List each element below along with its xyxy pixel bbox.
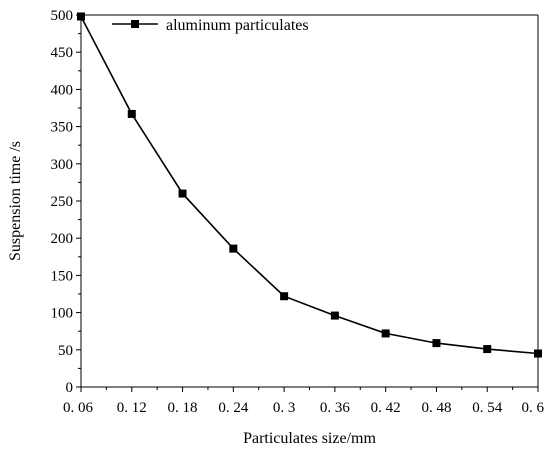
x-tick-label: 0. 36 <box>320 400 351 416</box>
y-axis-label: Suspension time /s <box>7 141 24 261</box>
y-tick-label: 200 <box>51 231 74 247</box>
data-point <box>229 244 238 253</box>
data-point <box>178 189 187 198</box>
legend-marker-square <box>131 20 139 28</box>
data-point <box>432 339 441 348</box>
legend-entry-label: aluminum particulates <box>166 17 309 34</box>
series-line <box>80 16 539 355</box>
y-tick-label: 0 <box>66 380 74 396</box>
data-point <box>127 109 136 118</box>
y-tick-label: 350 <box>51 120 74 136</box>
plot-area <box>80 14 539 388</box>
x-tick-label: 0. 06 <box>63 400 94 416</box>
legend: aluminum particulates <box>112 17 309 34</box>
x-tick-label: 0. 54 <box>472 400 503 416</box>
y-tick-label: 300 <box>51 157 74 173</box>
y-tick-label: 400 <box>51 82 74 98</box>
y-tick-label: 500 <box>51 8 74 24</box>
y-tick-label: 100 <box>51 306 74 322</box>
data-point <box>483 345 492 354</box>
x-tick-label: 0. 12 <box>117 400 147 416</box>
x-axis-label: Particulates size/mm <box>243 430 376 447</box>
y-tick-label: 250 <box>51 194 74 210</box>
y-tick-label: 50 <box>58 343 73 359</box>
series-layer <box>77 12 542 358</box>
x-tick-label: 0. 42 <box>371 400 401 416</box>
data-point <box>280 292 289 301</box>
y-tick-label: 450 <box>51 45 74 61</box>
y-tick-label: 150 <box>51 268 74 284</box>
data-point <box>534 349 542 358</box>
y-axis-ticks: 0 50 100 150 200 250 300 350 400 450 500 <box>51 8 81 396</box>
data-point <box>330 311 339 320</box>
x-tick-label: 0. 18 <box>168 400 198 416</box>
x-axis-ticks: 0. 06 0. 12 0. 18 0. 24 0. 3 0. 36 0. 42 0. 48 0… <box>63 387 545 416</box>
x-tick-label: 0. 3 <box>273 400 296 416</box>
data-point <box>381 329 390 338</box>
x-tick-label: 0. 48 <box>421 400 451 416</box>
x-tick-label: 0. 6 <box>522 400 545 416</box>
data-point <box>77 12 85 21</box>
x-tick-label: 0. 24 <box>218 400 249 416</box>
